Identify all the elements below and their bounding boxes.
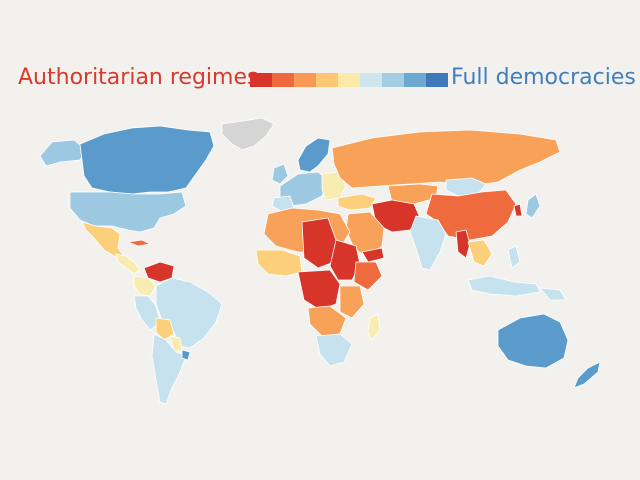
region-alaska bbox=[39, 139, 87, 167]
region-yemen bbox=[361, 247, 385, 263]
region-greenland bbox=[221, 117, 275, 151]
region-canada bbox=[79, 125, 215, 195]
legend-swatch-3 bbox=[294, 73, 316, 87]
region-uruguay bbox=[181, 349, 191, 361]
region-bolivia bbox=[155, 317, 175, 341]
region-australia bbox=[497, 313, 569, 369]
region-myanmar bbox=[455, 229, 471, 259]
region-colombia bbox=[133, 275, 157, 297]
legend-swatch-4 bbox=[316, 73, 338, 87]
legend-swatch-9 bbox=[426, 73, 448, 87]
region-korea bbox=[513, 203, 523, 217]
region-png bbox=[539, 287, 567, 301]
region-russia bbox=[331, 129, 561, 189]
region-horn bbox=[353, 261, 383, 291]
region-uk bbox=[271, 163, 289, 185]
region-sudan bbox=[329, 239, 361, 281]
region-new-zealand bbox=[573, 361, 601, 389]
legend-swatch-8 bbox=[404, 73, 426, 87]
region-philippines bbox=[507, 245, 521, 269]
region-japan bbox=[525, 193, 541, 219]
region-central-africa bbox=[297, 269, 341, 311]
legend-right-label: Full democracies bbox=[451, 65, 636, 90]
legend-swatch-5 bbox=[338, 73, 360, 87]
region-cuba bbox=[127, 239, 151, 247]
region-argentina bbox=[151, 333, 187, 405]
region-peru bbox=[133, 295, 161, 331]
region-se-asia bbox=[467, 239, 493, 267]
region-east-africa bbox=[339, 285, 365, 319]
region-central-america bbox=[115, 253, 141, 275]
legend-swatch-6 bbox=[360, 73, 382, 87]
region-india bbox=[409, 215, 447, 271]
region-scandinavia bbox=[297, 137, 331, 173]
legend-swatch-1 bbox=[250, 73, 272, 87]
legend: Authoritarian regimes Full democracies bbox=[0, 62, 640, 96]
region-turkey bbox=[337, 193, 377, 211]
legend-swatch-7 bbox=[382, 73, 404, 87]
legend-color-scale bbox=[250, 73, 448, 87]
region-indonesia bbox=[467, 275, 541, 297]
region-west-africa bbox=[255, 249, 303, 277]
legend-left-label: Authoritarian regimes bbox=[18, 65, 259, 90]
region-southern-africa bbox=[315, 333, 353, 367]
legend-swatch-2 bbox=[272, 73, 294, 87]
region-usa bbox=[69, 191, 187, 233]
region-madagascar bbox=[367, 313, 381, 341]
